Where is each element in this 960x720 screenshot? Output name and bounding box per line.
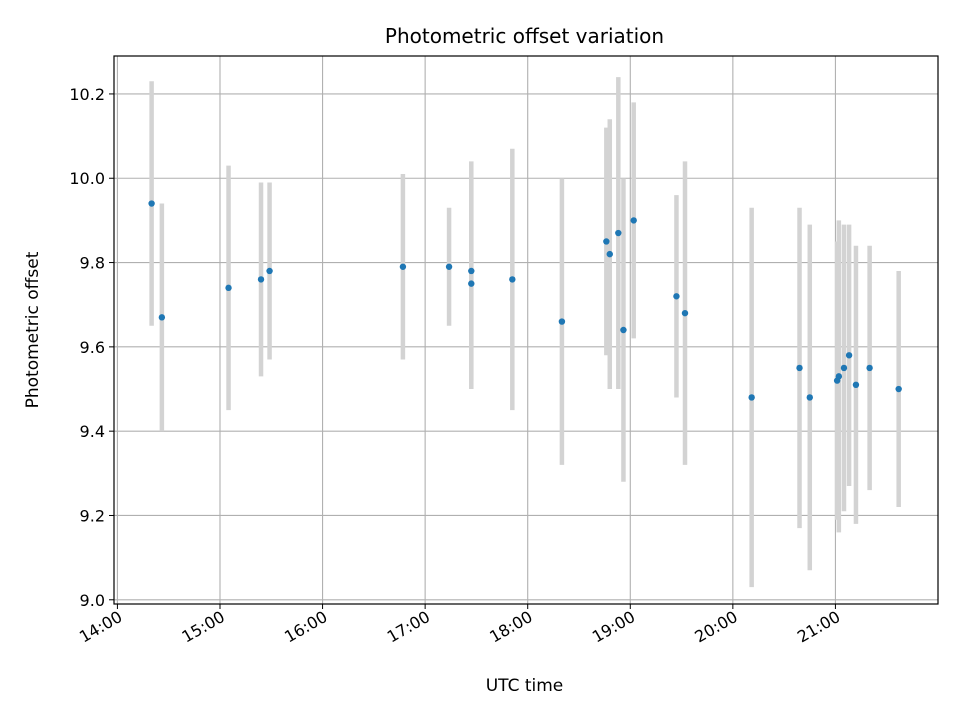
data-point xyxy=(445,263,453,270)
data-point xyxy=(845,352,853,359)
data-point xyxy=(895,385,902,393)
data-point xyxy=(796,364,803,372)
data-point xyxy=(468,280,475,287)
data-point xyxy=(558,318,566,325)
data-point xyxy=(681,309,689,317)
data-point xyxy=(148,200,155,207)
data-point xyxy=(225,284,232,292)
data-point xyxy=(630,217,637,224)
y-axis-label: Photometric offset xyxy=(23,251,43,408)
data-point xyxy=(158,314,166,321)
data-point xyxy=(603,238,610,245)
y-tick-label: 9.4 xyxy=(80,422,105,441)
data-point xyxy=(509,276,516,283)
data-point xyxy=(468,267,475,275)
y-tick-label: 10.2 xyxy=(69,85,105,104)
data-point xyxy=(606,250,613,258)
data-point xyxy=(620,326,627,334)
y-axis-ticks: 9.0 9.2 9.4 9.6 9.8 10.0 10.2 xyxy=(69,85,114,610)
data-point xyxy=(866,364,873,372)
data-point xyxy=(852,381,860,388)
data-point xyxy=(266,267,273,275)
data-point xyxy=(673,293,680,300)
data-point xyxy=(748,394,755,401)
data-point xyxy=(257,276,265,283)
y-tick-label: 10.0 xyxy=(69,169,105,188)
y-tick-label: 9.6 xyxy=(80,338,105,357)
data-point xyxy=(399,263,407,270)
plot-frame xyxy=(113,55,939,605)
y-tick-label: 9.2 xyxy=(80,506,105,525)
data-points xyxy=(148,200,902,401)
data-point xyxy=(840,364,848,372)
data-point xyxy=(835,373,843,380)
y-tick-label: 9.0 xyxy=(80,591,105,610)
x-axis-label: UTC time xyxy=(486,676,564,696)
y-tick-label: 9.8 xyxy=(80,254,105,273)
data-point xyxy=(806,394,813,401)
data-point xyxy=(615,229,622,237)
chart-title: Photometric offset variation xyxy=(385,24,664,48)
